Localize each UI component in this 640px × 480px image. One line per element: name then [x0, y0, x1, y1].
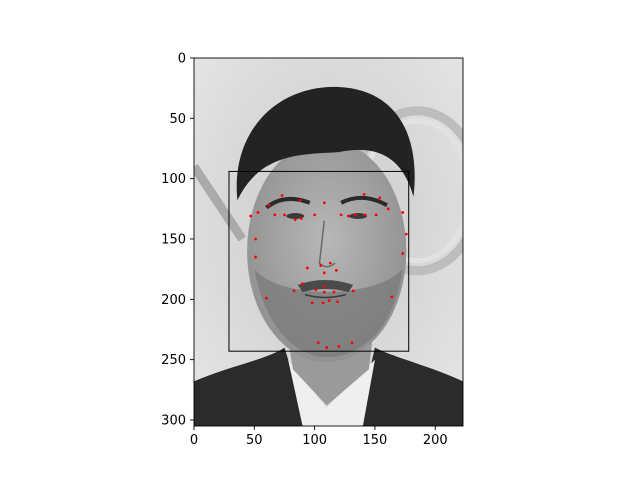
landmark-point: [354, 213, 358, 217]
x-tick-label: 100: [302, 433, 327, 448]
face-photo: [194, 58, 463, 426]
x-tick-label: 0: [190, 433, 198, 448]
landmark-point: [327, 299, 331, 302]
y-tick-label: 100: [161, 172, 186, 187]
y-tick-label: 150: [161, 232, 186, 247]
landmark-point: [404, 232, 408, 236]
landmark-point: [401, 252, 405, 255]
y-tick-label: 50: [169, 112, 186, 127]
eye-right: [349, 213, 368, 220]
eyebrow-right: [340, 195, 388, 207]
landmark-point: [386, 207, 390, 211]
landmark-point: [314, 288, 318, 292]
jacket-left: [194, 347, 309, 426]
landmark-point: [322, 201, 326, 205]
landmark-point: [401, 211, 405, 214]
landmark-point: [378, 196, 382, 200]
landmark-point: [293, 218, 297, 222]
landmark-point: [256, 211, 260, 214]
landmark-point: [374, 213, 378, 217]
x-tick-label: 50: [246, 433, 263, 448]
x-tick-label: 200: [423, 433, 448, 448]
background-diagonal-shape: [194, 164, 246, 242]
landmark-point: [337, 344, 341, 348]
landmark-point: [350, 341, 354, 345]
landmark-point: [305, 266, 309, 270]
landmark-point: [310, 301, 314, 305]
landmark-point: [339, 213, 343, 217]
landmark-point: [249, 214, 253, 218]
landmark-point: [390, 295, 394, 299]
shirt-collar: [288, 359, 375, 426]
landmark-point: [301, 282, 304, 286]
landmark-point: [316, 341, 320, 345]
nose-shape: [318, 220, 336, 268]
landmark-point: [313, 213, 317, 217]
landmark-point: [267, 203, 271, 207]
landmark-point: [292, 289, 296, 293]
landmark-point: [254, 255, 257, 259]
y-tick-label: 0: [178, 52, 186, 67]
axes-frame: [193, 57, 464, 427]
landmark-point: [325, 346, 329, 349]
y-tick-label: 200: [161, 293, 186, 308]
landmark-point: [319, 264, 323, 267]
jacket-right: [356, 347, 463, 426]
hair-shape: [236, 86, 415, 201]
landmark-point: [273, 213, 277, 217]
landmark-point: [362, 192, 366, 196]
landmark-point: [264, 296, 268, 300]
y-axis: 0 50 100 150 200 250 300: [161, 52, 194, 428]
bounding-box-rect: [228, 170, 410, 352]
x-axis: 0 50 100 150 200: [190, 426, 448, 448]
landmark-point: [322, 290, 326, 294]
landmark-point: [332, 290, 336, 294]
landmark-point: [363, 213, 367, 217]
landmark-point: [347, 214, 350, 218]
landmark-point: [351, 289, 355, 293]
x-tick-label: 150: [363, 433, 388, 448]
landmark-point: [328, 261, 332, 265]
landmark-point: [334, 268, 338, 272]
mouth-shape: [304, 293, 347, 299]
beard-shading: [254, 269, 403, 358]
landmark-point: [322, 271, 326, 275]
landmark-point: [322, 284, 326, 288]
landmark-point: [280, 194, 284, 197]
landmark-points: [249, 192, 408, 349]
landmark-point: [254, 237, 257, 241]
landmark-point: [298, 198, 302, 202]
eye-left: [286, 213, 305, 220]
landmark-point: [299, 217, 303, 220]
y-tick-label: 250: [161, 353, 186, 368]
face-bounding-box: [228, 170, 410, 352]
landmark-point: [321, 301, 325, 305]
landmark-point: [336, 300, 339, 304]
y-tick-label: 300: [161, 413, 186, 428]
landmark-point: [283, 213, 286, 217]
